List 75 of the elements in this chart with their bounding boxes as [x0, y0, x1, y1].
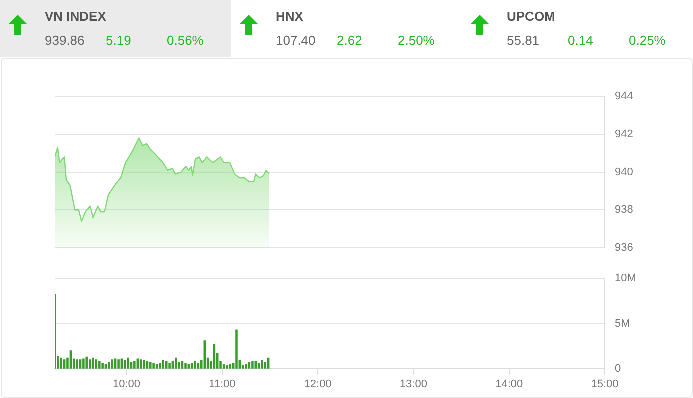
- y-tick-label: 938: [615, 204, 634, 216]
- text: 0.56%: [167, 33, 204, 48]
- bar: [127, 358, 130, 369]
- bar: [76, 360, 78, 369]
- bar: [175, 358, 178, 369]
- bar: [222, 364, 226, 369]
- bar: [82, 358, 85, 369]
- x-tick-label: 13:00: [400, 378, 428, 391]
- bar: [108, 362, 110, 369]
- bar: [111, 360, 114, 369]
- bar: [254, 361, 257, 369]
- bar: [159, 363, 162, 369]
- bar: [197, 363, 200, 369]
- text: 939.86: [45, 33, 85, 48]
- bar: [86, 356, 88, 369]
- bar: [136, 358, 140, 369]
- bar: [226, 365, 228, 369]
- bar: [146, 361, 149, 369]
- bar: [178, 362, 180, 369]
- bar: [134, 361, 136, 369]
- bar: [168, 363, 171, 369]
- text: 0.25%: [629, 33, 666, 48]
- text: 5.19: [106, 33, 132, 48]
- bar: [156, 364, 158, 369]
- y-tick-label: 942: [615, 128, 634, 140]
- bar: [165, 361, 168, 369]
- text: 2.50%: [398, 33, 435, 48]
- text: 107.40: [276, 33, 316, 48]
- y-tick-label: 944: [615, 90, 634, 103]
- bar: [120, 358, 124, 369]
- text: 2.62: [337, 33, 362, 48]
- bar: [79, 360, 82, 369]
- text: UPCOM: [507, 9, 556, 24]
- x-tick-label: 11:00: [209, 378, 236, 391]
- bar: [236, 330, 238, 369]
- bar: [252, 361, 254, 369]
- bar: [102, 363, 104, 369]
- bar: [172, 361, 174, 369]
- bar: [124, 360, 126, 369]
- bar: [229, 364, 232, 369]
- bar: [152, 363, 155, 369]
- text: VN INDEX: [45, 9, 106, 24]
- text: 55.81: [507, 33, 540, 48]
- bar: [245, 364, 248, 369]
- bar: [143, 360, 146, 369]
- y-tick-label: 5M: [615, 318, 630, 330]
- y-tick-label: 10M: [615, 272, 636, 285]
- bar: [194, 361, 196, 369]
- bar: [98, 361, 101, 369]
- bar: [162, 360, 165, 369]
- x-tick-label: 14:00: [496, 378, 524, 391]
- text: 0.14: [568, 33, 594, 48]
- bar: [88, 360, 92, 369]
- bar: [70, 350, 72, 369]
- bar: [92, 358, 94, 369]
- bar: [118, 360, 120, 369]
- bar: [188, 364, 190, 369]
- x-tick-label: 15:00: [591, 378, 619, 391]
- bar: [95, 360, 98, 369]
- bar: [150, 362, 152, 369]
- bar: [261, 360, 264, 369]
- bar: [140, 360, 142, 369]
- bar: [258, 363, 260, 369]
- y-tick-label: 936: [615, 242, 634, 254]
- x-tick-label: 10:00: [112, 378, 141, 391]
- bar: [190, 363, 194, 369]
- y-tick-label: 940: [615, 166, 634, 178]
- bar: [114, 358, 117, 369]
- bar: [181, 361, 184, 369]
- bar: [184, 363, 187, 369]
- bar: [104, 364, 108, 369]
- y-tick-label: 0: [615, 363, 622, 376]
- x-tick-label: 12:00: [304, 378, 332, 391]
- text: HNX: [276, 9, 304, 24]
- bar: [63, 360, 66, 369]
